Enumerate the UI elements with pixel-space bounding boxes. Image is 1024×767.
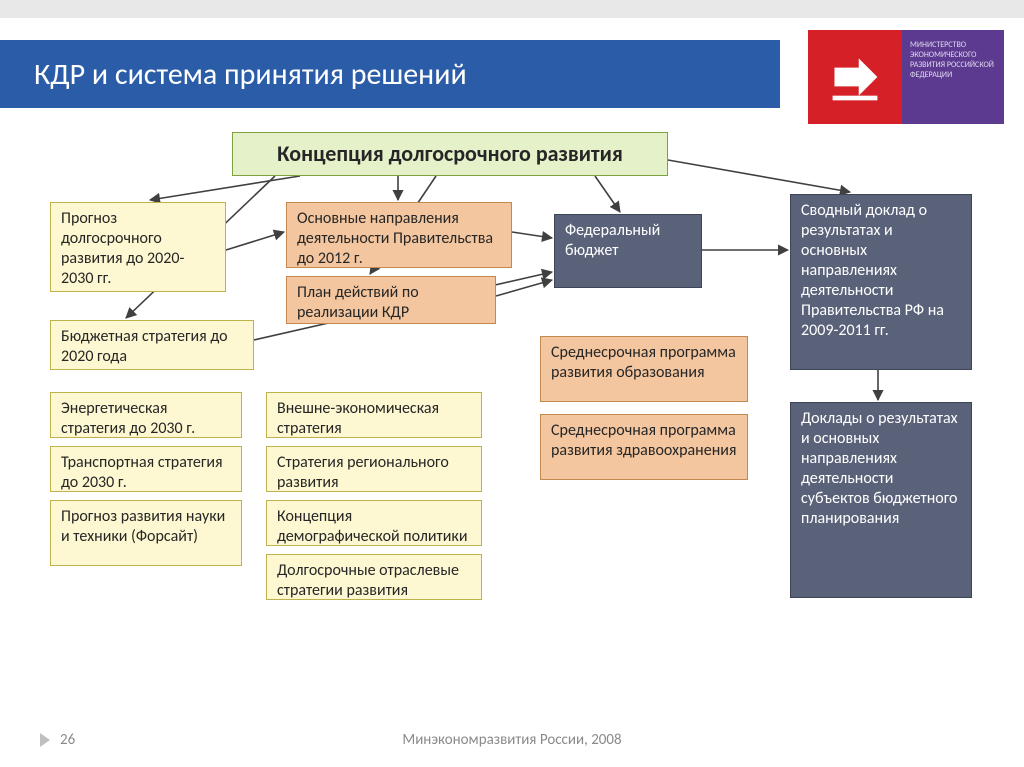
node-plan_kdr: План действий по реализации КДР — [286, 276, 496, 324]
node-subject_reports: Доклады о результатах и основных направл… — [790, 402, 972, 598]
node-budget2020: Бюджетная стратегия до 2020 года — [50, 320, 254, 370]
node-directions2012: Основные направления деятельности Правит… — [286, 202, 512, 268]
node-concept: Концепция долгосрочного развития — [232, 132, 668, 176]
node-foreign_econ: Внешне-экономическая стратегия — [266, 392, 482, 438]
diagram-canvas: Концепция долгосрочного развитияПрогноз … — [0, 120, 1024, 710]
edge — [595, 176, 620, 212]
node-demography: Концепция демографической политики — [266, 500, 482, 546]
logo-arrow-icon — [808, 30, 902, 124]
node-transport: Транспортная стратегия до 2030 г. — [50, 446, 242, 492]
node-fed_budget: Федеральный бюджет — [554, 214, 702, 288]
edge — [496, 280, 552, 296]
footer-triangle-icon — [40, 733, 50, 747]
node-sector: Долгосрочные отраслевые стратегии развит… — [266, 554, 482, 600]
slide-title: КДР и система принятия решений — [34, 56, 467, 93]
node-summary_report: Сводный доклад о результатах и основных … — [790, 194, 972, 370]
slide-footer: 26 Минэкономразвития России, 2008 — [0, 727, 1024, 753]
node-science: Прогноз развития науки и техники (Форсай… — [50, 500, 242, 566]
title-band: КДР и система принятия решений — [0, 40, 780, 108]
ministry-text: МИНИСТЕРСТВО ЭКОНОМИЧЕСКОГО РАЗВИТИЯ РОС… — [910, 40, 994, 80]
top-bar — [0, 0, 1024, 18]
edge — [512, 232, 552, 238]
edge — [226, 232, 284, 250]
node-regional: Стратегия регионального развития — [266, 446, 482, 492]
page-number: 26 — [60, 731, 75, 749]
node-health_program: Среднесрочная программа развития здравоо… — [540, 414, 748, 480]
node-edu_program: Среднесрочная программа развития образов… — [540, 336, 748, 402]
slide-header: КДР и система принятия решений МИНИСТЕРС… — [0, 18, 1024, 114]
ministry-badge: МИНИСТЕРСТВО ЭКОНОМИЧЕСКОГО РАЗВИТИЯ РОС… — [902, 30, 1004, 124]
node-forecast2030: Прогноз долгосрочного развития до 2020-2… — [50, 202, 226, 292]
edge — [668, 160, 850, 192]
footer-source: Минэкономразвития России, 2008 — [402, 731, 621, 749]
node-energy: Энергетическая стратегия до 2030 г. — [50, 392, 242, 438]
edge — [150, 176, 300, 200]
